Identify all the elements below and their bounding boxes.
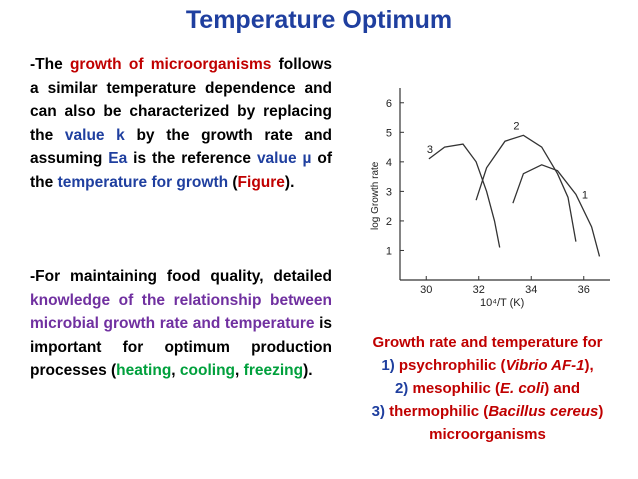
caption-line-1: Growth rate and temperature for bbox=[345, 331, 630, 354]
y-tick-label: 3 bbox=[386, 186, 392, 198]
text-span: ). bbox=[303, 362, 313, 379]
curve-label-2: 2 bbox=[513, 120, 519, 132]
caption-species-vibrio: Vibrio AF-1 bbox=[505, 357, 585, 374]
highlight-figure: Figure bbox=[237, 173, 285, 191]
highlight-ea: Ea bbox=[108, 150, 128, 167]
text-span: is important for optimum production proc… bbox=[30, 315, 332, 379]
caption-line-5: microorganisms bbox=[345, 423, 630, 446]
caption-text: ) and bbox=[544, 380, 581, 397]
curve-label-3: 3 bbox=[427, 144, 433, 156]
curve-2 bbox=[475, 134, 577, 242]
caption-text: thermophilic ( bbox=[384, 403, 489, 420]
x-tick-label: 30 bbox=[420, 284, 432, 296]
text-span: of the bbox=[30, 150, 332, 191]
paragraph-food-quality: -For maintaining food quality, detailed … bbox=[30, 265, 332, 383]
y-tick-label: 6 bbox=[386, 98, 392, 110]
y-tick-label: 4 bbox=[386, 157, 392, 169]
caption-number-1: 1) bbox=[381, 357, 395, 374]
highlight-growth-of-microorganisms: growth of microorganisms bbox=[69, 56, 272, 73]
caption-line-2: 1) psychrophilic (Vibrio AF-1), bbox=[345, 354, 630, 377]
highlight-freezing: freezing bbox=[243, 362, 304, 379]
highlight-value-mu: value µ bbox=[256, 150, 312, 167]
highlight-knowledge: knowledge of the relationship between mi… bbox=[30, 291, 332, 333]
caption-line-4: 3) thermophilic (Bacillus cereus) bbox=[345, 400, 630, 423]
caption-text: ), bbox=[584, 357, 594, 374]
curve-1 bbox=[512, 164, 601, 257]
caption-text: Growth rate and temperature for bbox=[372, 334, 603, 351]
x-tick-label: 32 bbox=[473, 284, 485, 296]
x-tick-label: 34 bbox=[525, 284, 537, 296]
chart-xlabel: 10⁴/T (K) bbox=[480, 297, 524, 309]
caption-number-2: 2) bbox=[394, 380, 409, 397]
caption-text: mesophilic ( bbox=[408, 380, 500, 397]
text-span: , bbox=[235, 362, 244, 379]
y-tick-label: 1 bbox=[386, 245, 392, 257]
text-span: ). bbox=[284, 173, 295, 191]
caption-line-3: 2) mesophilic (E. coli) and bbox=[345, 377, 630, 400]
text-span: follows a similar temperature dependence… bbox=[30, 56, 332, 144]
highlight-value-k: value k bbox=[64, 126, 125, 144]
x-tick-label: 36 bbox=[578, 284, 590, 296]
paragraph-growth-dependence: -The growth of microorganisms follows a … bbox=[30, 53, 332, 194]
highlight-temperature-for-growth: temperature for growth bbox=[57, 173, 229, 191]
caption-text: psychrophilic ( bbox=[394, 357, 506, 374]
figure-caption: Growth rate and temperature for 1) psych… bbox=[345, 331, 630, 446]
chart-series: 1 2 3 bbox=[427, 120, 601, 257]
highlight-cooling: cooling bbox=[179, 362, 236, 379]
text-span: -The bbox=[30, 56, 70, 73]
caption-text: ) bbox=[598, 403, 604, 420]
text-span: -For maintaining food quality, detailed bbox=[30, 268, 332, 285]
curve-label-1: 1 bbox=[582, 189, 588, 201]
text-span: , bbox=[171, 362, 180, 379]
y-tick-label: 2 bbox=[386, 216, 392, 228]
text-span: by the growth rate and assuming bbox=[30, 126, 333, 168]
curve-3 bbox=[428, 143, 501, 248]
caption-species-bacillus: Bacillus cereus bbox=[488, 403, 599, 420]
highlight-heating: heating bbox=[116, 362, 172, 379]
caption-number-3: 3) bbox=[371, 403, 385, 420]
text-span: ( bbox=[228, 173, 238, 191]
page-title: Temperature Optimum bbox=[185, 6, 453, 34]
caption-species-ecoli: E. coli bbox=[500, 380, 545, 397]
text-span: is the reference bbox=[127, 150, 257, 167]
y-tick-label: 5 bbox=[386, 127, 392, 139]
chart-ylabel: log Growth rate bbox=[370, 161, 381, 230]
caption-text: microorganisms bbox=[429, 426, 546, 443]
